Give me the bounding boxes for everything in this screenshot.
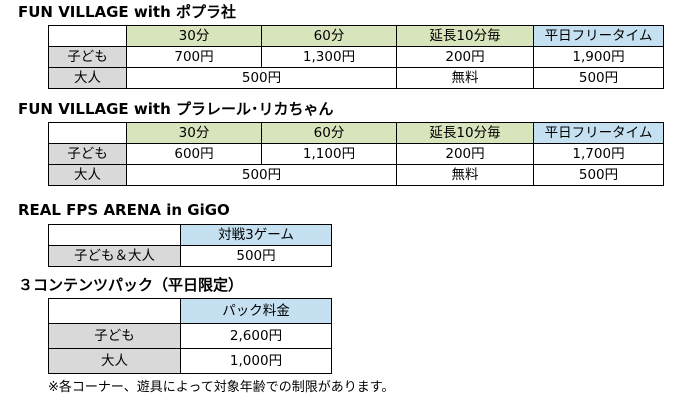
table-corner-cell — [48, 224, 181, 246]
price-cell: 1,000円 — [180, 348, 332, 374]
price-cell: 500円 — [533, 164, 664, 186]
table-header-row: 対戦3ゲーム — [48, 224, 332, 246]
price-cell: 無料 — [396, 164, 534, 186]
section-title-fun-village-popura: FUN VILLAGE with ポプラ社 — [18, 3, 236, 21]
table-row: 子ども 600円 1,100円 200円 1,700円 — [48, 143, 664, 165]
table-row: 大人 500円 無料 500円 — [48, 164, 664, 186]
table-corner-cell — [48, 122, 127, 144]
price-table-fun-village-popura: 30分 60分 延長10分毎 平日フリータイム 子ども 700円 1,300円 … — [48, 25, 664, 89]
section-title-fun-village-plarail: FUN VILLAGE with プラレール･リカちゃん — [18, 100, 334, 118]
header-30min: 30分 — [126, 25, 262, 47]
price-cell: 200円 — [396, 143, 534, 165]
price-cell: 2,600円 — [180, 323, 332, 349]
row-label-child: 子ども — [48, 143, 127, 165]
table-header-row: 30分 60分 延長10分毎 平日フリータイム — [48, 25, 664, 47]
table-row: 子ども 700円 1,300円 200円 1,900円 — [48, 46, 664, 68]
price-cell: 500円 — [180, 245, 332, 267]
table-corner-cell — [48, 25, 127, 47]
price-cell: 500円 — [533, 67, 664, 89]
header-weekday-free: 平日フリータイム — [533, 122, 664, 144]
header-weekday-free: 平日フリータイム — [533, 25, 664, 47]
row-label-adult: 大人 — [48, 348, 181, 374]
table-row: 子ども 2,600円 — [48, 323, 332, 349]
table-row: 大人 1,000円 — [48, 348, 332, 374]
price-cell: 500円 — [126, 67, 397, 89]
header-extension: 延長10分毎 — [396, 25, 534, 47]
price-cell: 1,700円 — [533, 143, 664, 165]
header-3-games: 対戦3ゲーム — [180, 224, 332, 246]
table-corner-cell — [48, 298, 181, 324]
row-label-child: 子ども — [48, 323, 181, 349]
table-header-row: 30分 60分 延長10分毎 平日フリータイム — [48, 122, 664, 144]
row-label-adult: 大人 — [48, 164, 127, 186]
row-label-child: 子ども — [48, 46, 127, 68]
row-label-adult: 大人 — [48, 67, 127, 89]
header-60min: 60分 — [261, 122, 397, 144]
price-cell: 600円 — [126, 143, 262, 165]
footnote: ※各コーナー、遊具によって対象年齢での制限があります。 — [48, 380, 395, 395]
price-table-3-content-pack: パック料金 子ども 2,600円 大人 1,000円 — [48, 298, 332, 374]
price-cell: 1,900円 — [533, 46, 664, 68]
price-cell: 1,300円 — [261, 46, 397, 68]
price-cell: 700円 — [126, 46, 262, 68]
price-cell: 無料 — [396, 67, 534, 89]
price-table-fun-village-plarail: 30分 60分 延長10分毎 平日フリータイム 子ども 600円 1,100円 … — [48, 122, 664, 186]
row-label-child-and-adult: 子ども＆大人 — [48, 245, 181, 267]
header-60min: 60分 — [261, 25, 397, 47]
section-title-real-fps-arena: REAL FPS ARENA in GiGO — [18, 201, 230, 219]
section-title-3-content-pack: ３コンテンツパック（平日限定） — [18, 276, 244, 294]
price-cell: 500円 — [126, 164, 397, 186]
table-header-row: パック料金 — [48, 298, 332, 324]
table-row: 大人 500円 無料 500円 — [48, 67, 664, 89]
table-row: 子ども＆大人 500円 — [48, 245, 332, 267]
header-pack-price: パック料金 — [180, 298, 332, 324]
price-cell: 1,100円 — [261, 143, 397, 165]
price-cell: 200円 — [396, 46, 534, 68]
header-extension: 延長10分毎 — [396, 122, 534, 144]
price-table-real-fps-arena: 対戦3ゲーム 子ども＆大人 500円 — [48, 224, 332, 267]
header-30min: 30分 — [126, 122, 262, 144]
